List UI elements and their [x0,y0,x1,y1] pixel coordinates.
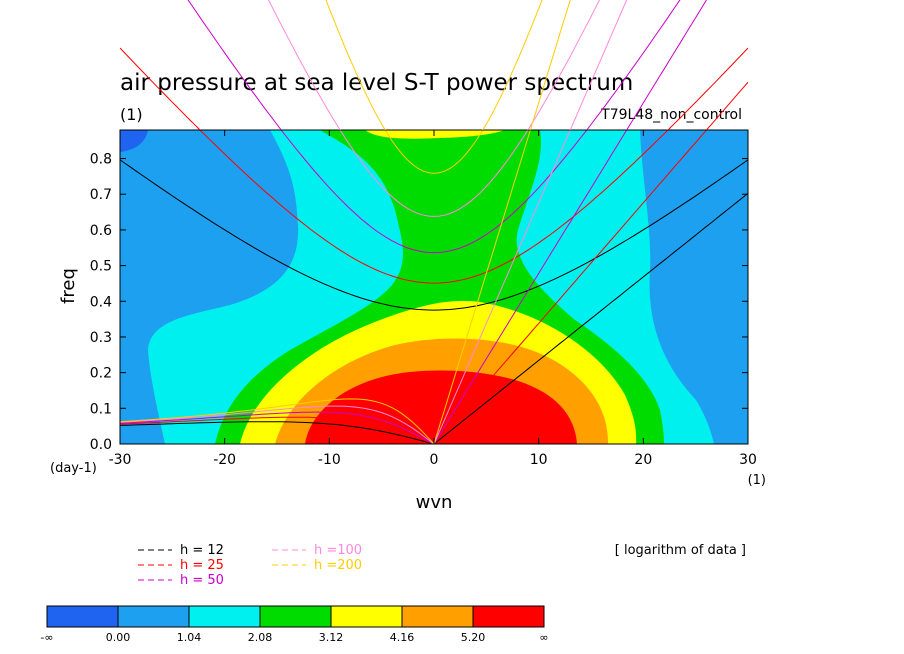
ig-curve-h12 [120,159,748,311]
ig-curve-h25 [199,130,669,284]
legend-label: h = 50 [180,573,224,588]
kelvin-curve-h200 [433,130,531,444]
colorbar-label: ∞ [539,631,548,644]
colorbar-label: 4.16 [390,631,415,644]
kelvin-curve-h12 [433,192,748,444]
dispersion-curves [120,130,748,444]
x-axis-label: wvn [416,492,453,513]
rossby-curve-h12 [120,421,435,444]
ig-curve-h100 [339,130,529,217]
chart-title: air pressure at sea level S-T power spec… [120,70,633,96]
y-tick-label: 0.8 [90,152,112,168]
x-tick-label: -20 [213,452,236,468]
y-tick-label: 0.3 [90,330,112,346]
y-tick-label: 0.2 [90,366,112,382]
y-tick-label: 0.7 [90,187,112,203]
x-tick-label: -30 [109,452,132,468]
legend-label: h = 12 [180,543,224,558]
x-tick-label: -10 [318,452,341,468]
dispersion-curves-above [120,0,748,130]
colorbar-label: 0.00 [106,631,131,644]
colorbar: -∞ 0.00 1.04 2.08 3.12 4.16 5.20 ∞ [40,605,549,644]
ig-curve-h200 [384,130,484,174]
y-axis-label: freq [58,268,79,304]
rossby-curve-h200 [120,398,435,444]
data-note: [ logarithm of data ] [615,543,746,558]
y-tick-label: 0.5 [90,259,112,275]
axes: -30 -20 -10 0 10 20 30 0.0 0.1 0.2 0.3 0.4 0.5 0.6 0.7… [90,130,757,468]
colorbar-label: 3.12 [319,631,344,644]
colorbar-swatch [188,605,261,628]
x-tick-label: 30 [739,452,757,468]
colorbar-swatch [259,605,332,628]
legend-label: h =100 [314,543,362,558]
units-label: (1) [120,105,143,124]
kelvin-curve-h100 [433,130,571,444]
legend-label: h = 25 [180,558,224,573]
colorbar-swatch [472,605,545,628]
x-unit-label: (1) [748,473,766,488]
x-tick-label: 0 [430,452,439,468]
rossby-curve-h25 [120,416,435,444]
colorbar-label: 1.04 [177,631,202,644]
kelvin-curve-h25 [433,130,708,444]
rossby-curve-h50 [120,411,435,444]
ig-curve-h50-above [187,0,681,130]
x-tick-label: 20 [634,452,652,468]
legend-label: h =200 [314,558,362,573]
colorbar-label: -∞ [40,631,53,644]
colorbar-label: 2.08 [248,631,273,644]
contour-level-6 [305,370,577,444]
colorbar-swatch [117,605,190,628]
x-tick-label: 10 [530,452,548,468]
contour-level-0 [120,130,148,152]
contour-field [120,130,748,444]
y-tick-label: 0.0 [90,437,112,453]
y-tick-label: 0.1 [90,401,112,417]
contour-level-4-top [365,130,505,139]
colorbar-label: 5.20 [461,631,486,644]
kelvin-curve-h50-above [626,0,708,130]
rossby-curve-h100 [120,405,435,444]
y-unit-label: (day-1) [50,461,97,476]
kelvin-curve-h50 [433,130,628,444]
ig-curve-h50 [280,130,588,254]
colorbar-swatch [46,605,119,628]
y-tick-label: 0.4 [90,294,112,310]
experiment-label: T79L48_non_control [600,107,742,123]
colorbar-swatch [330,605,403,628]
kelvin-curve-h100-above [569,0,628,130]
y-tick-label: 0.6 [90,223,112,239]
colorbar-swatch [401,605,474,628]
